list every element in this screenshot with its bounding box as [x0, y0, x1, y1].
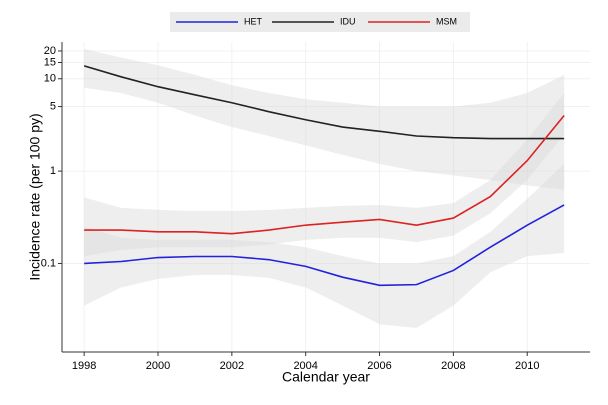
x-tick-label: 1998: [72, 360, 96, 372]
x-tick-label: 2010: [515, 360, 539, 372]
confidence-band: [84, 163, 565, 329]
series-line: [83, 65, 565, 140]
series-line: [84, 114, 565, 235]
x-tick-label: 2008: [441, 360, 465, 372]
x-tick-label: 2006: [367, 360, 391, 372]
legend-text: MSM: [436, 16, 457, 26]
y-tick-label: 10: [44, 73, 56, 85]
y-tick-label: 15: [44, 56, 56, 68]
x-tick-label: 2002: [220, 360, 244, 372]
legend-text: IDU: [340, 16, 356, 26]
y-tick-label: 0.1: [41, 257, 56, 269]
confidence-band: [84, 48, 565, 190]
y-tick-label: 20: [44, 45, 56, 57]
y-tick-label: 5: [50, 100, 56, 112]
legend-text: HET: [244, 16, 263, 26]
confidence-band: [84, 93, 565, 257]
x-tick-label: 2000: [146, 360, 170, 372]
x-tick-label: 2004: [293, 360, 317, 372]
x-axis-title: Calendar year: [282, 369, 370, 385]
y-tick-label: 1: [50, 165, 56, 177]
series-line: [84, 204, 565, 287]
y-axis-title: Incidence rate (per 100 py): [27, 113, 43, 280]
